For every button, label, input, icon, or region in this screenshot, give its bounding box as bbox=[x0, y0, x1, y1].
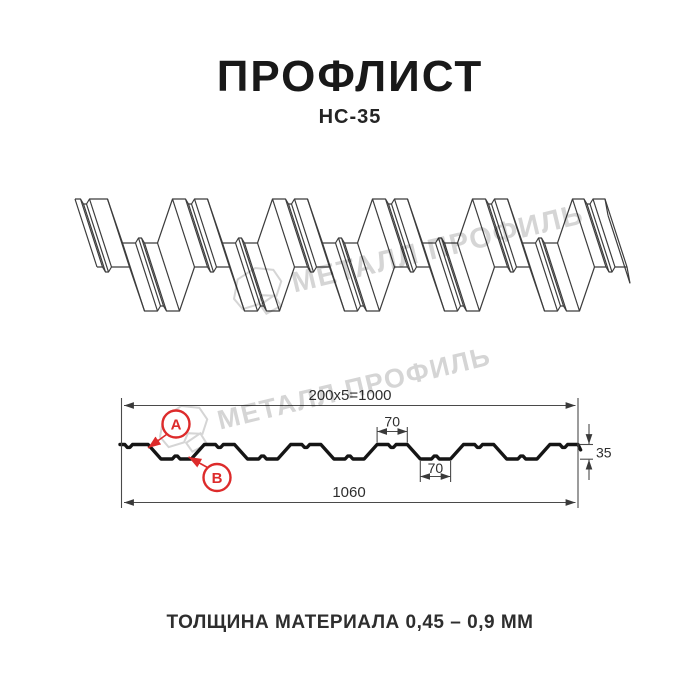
callout-a-label: A bbox=[171, 417, 182, 434]
dim-height: 35 bbox=[596, 445, 612, 461]
page-title: ПРОФЛИСТ bbox=[216, 52, 484, 101]
dim-rib-bottom-width: 70 bbox=[428, 460, 444, 476]
metall-profil-logo-icon bbox=[232, 266, 283, 311]
cross-section-view: 200x5=1000 70 70 35 1060 bbox=[118, 387, 612, 508]
metall-profil-logo-icon bbox=[258, 293, 283, 315]
dim-total-width: 1060 bbox=[332, 484, 365, 501]
dimension-lines: 200x5=1000 70 70 35 1060 bbox=[120, 387, 612, 508]
material-thickness-note: ТОЛЩИНА МАТЕРИАЛА 0,45 – 0,9 ММ bbox=[166, 612, 534, 633]
callout-b-circle bbox=[202, 462, 232, 493]
profile-model-label: НС-35 bbox=[318, 106, 382, 128]
callout-a-circle bbox=[161, 409, 191, 439]
watermark-lower: МЕТАЛЛ ПРОФИЛЬ bbox=[158, 341, 494, 453]
watermark-text: МЕТАЛЛ ПРОФИЛЬ bbox=[214, 341, 494, 436]
metall-profil-logo-icon bbox=[184, 431, 209, 453]
callout-b-label: B bbox=[212, 470, 223, 487]
dim-rib-top-width: 70 bbox=[384, 414, 400, 430]
callout-markers: A B bbox=[147, 409, 232, 493]
dim-top-width: 200x5=1000 bbox=[309, 387, 392, 404]
sheet-3d-view bbox=[74, 198, 631, 312]
